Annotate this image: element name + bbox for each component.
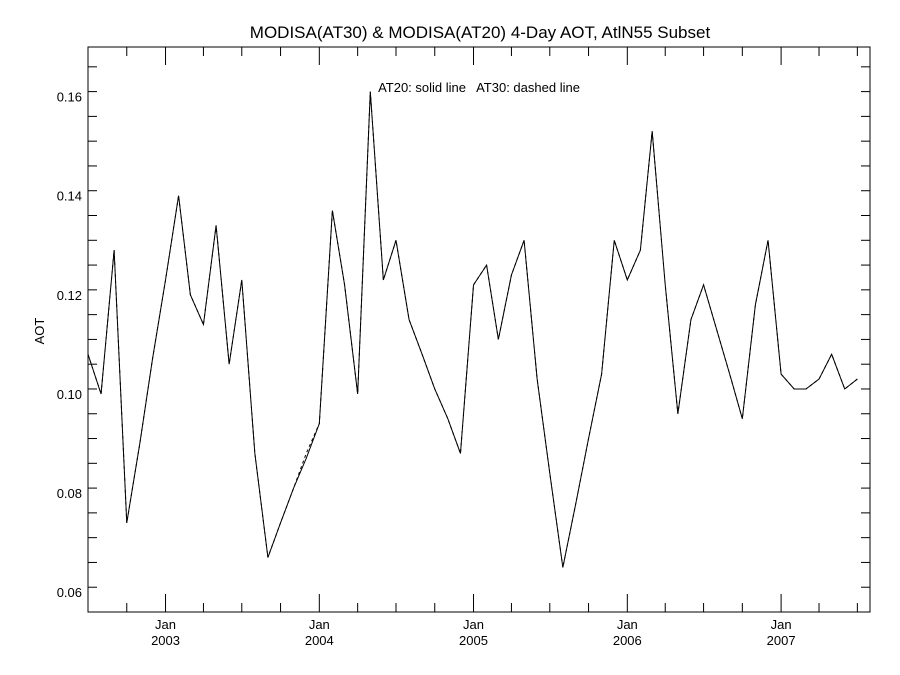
x-tick-year-label: 2006 bbox=[613, 633, 642, 648]
series-layer bbox=[87, 91, 858, 568]
y-tick-label: 0.16 bbox=[57, 90, 82, 105]
y-tick-label: 0.10 bbox=[57, 387, 82, 402]
x-tick-month-label: Jan bbox=[617, 617, 638, 632]
series-line-at20 bbox=[87, 91, 858, 568]
x-tick-year-label: 2005 bbox=[459, 633, 488, 648]
y-tick-label: 0.14 bbox=[57, 189, 82, 204]
plot-frame bbox=[87, 46, 871, 613]
y-axis-label: AOT bbox=[32, 318, 47, 345]
y-axis: 0.06 0.08 0.10 0.12 0.14 0.16 bbox=[57, 66, 870, 600]
x-tick-year-label: 2007 bbox=[767, 633, 796, 648]
x-tick-year-label: 2004 bbox=[305, 633, 334, 648]
series-line-at30 bbox=[87, 91, 858, 568]
y-tick-label: 0.12 bbox=[57, 288, 82, 303]
x-tick-month-label: Jan bbox=[155, 617, 176, 632]
x-tick-year-label: 2003 bbox=[151, 633, 180, 648]
chart-title: MODISA(AT30) & MODISA(AT20) 4-Day AOT, A… bbox=[250, 23, 711, 42]
series-style-annotation: AT20: solid line AT30: dashed line bbox=[378, 80, 580, 95]
x-tick-month-label: Jan bbox=[771, 617, 792, 632]
y-tick-label: 0.06 bbox=[57, 585, 82, 600]
x-tick-month-label: Jan bbox=[309, 617, 330, 632]
x-tick-month-label: Jan bbox=[463, 617, 484, 632]
y-tick-label: 0.08 bbox=[57, 486, 82, 501]
